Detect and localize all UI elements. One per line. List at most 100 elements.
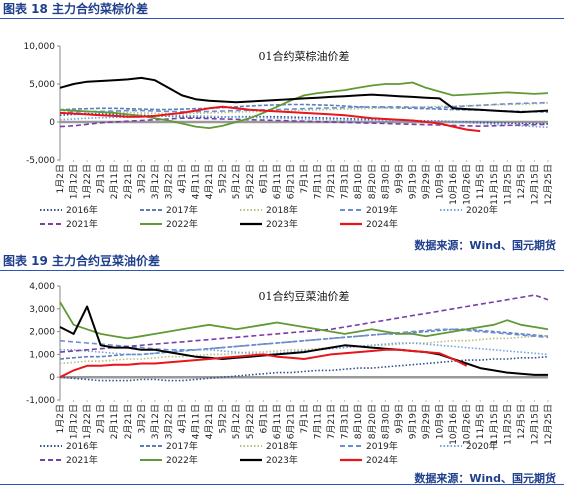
- legend-label-2020: 2020年: [466, 440, 498, 452]
- x-tick-label: 8月20日: [367, 164, 378, 199]
- x-tick-label: 7月31日: [340, 404, 351, 439]
- y-tick-label: 0: [49, 118, 55, 128]
- x-tick-label: 7月11日: [313, 164, 324, 199]
- x-tick-label: 2月1日: [96, 164, 107, 193]
- series-line-2019: [59, 328, 549, 351]
- x-tick-label: 11月5日: [475, 404, 486, 439]
- figure-18-source: 数据来源：Wind、国元期货: [414, 239, 556, 252]
- x-tick-label: 8月20日: [367, 404, 378, 439]
- x-tick-label: 2月1日: [96, 404, 107, 433]
- y-tick-label: 2,000: [29, 328, 55, 338]
- x-tick-label: 2月21日: [123, 164, 134, 199]
- x-tick-label: 12月5日: [516, 404, 527, 439]
- x-tick-label: 11月15日: [489, 404, 500, 445]
- x-tick-label: 11月25日: [502, 164, 513, 205]
- y-tick-label: 10,000: [24, 42, 56, 52]
- x-tick-label: 7月1日: [299, 404, 310, 433]
- x-tick-label: 2月11日: [109, 404, 120, 439]
- x-tick-label: 9月9日: [394, 404, 405, 433]
- y-tick-label: 1,000: [29, 350, 55, 360]
- legend-label-2019: 2019年: [366, 440, 398, 452]
- legend-label-2017: 2017年: [166, 204, 198, 216]
- x-tick-label: 12月25日: [543, 404, 554, 445]
- x-tick-label: 9月29日: [421, 164, 432, 199]
- x-tick-label: 3月22日: [163, 164, 174, 199]
- bottom-rule: [0, 484, 564, 485]
- x-tick-label: 3月22日: [163, 404, 174, 439]
- x-tick-label: 10月26日: [462, 164, 473, 205]
- x-tick-label: 4月1日: [177, 164, 188, 193]
- legend-label-2024: 2024年: [366, 454, 398, 466]
- x-tick-label: 4月21日: [204, 164, 215, 199]
- series-line-2023: [59, 305, 548, 376]
- x-tick-label: 5月12日: [231, 164, 242, 199]
- figure-19-title: 图表 19 主力合约豆菜油价差: [0, 252, 564, 271]
- legend-label-2023: 2023年: [266, 218, 298, 230]
- x-tick-label: 6月21日: [285, 164, 296, 199]
- x-tick-label: 5月22日: [245, 164, 256, 199]
- y-tick-label: -5,000: [26, 156, 55, 166]
- x-tick-label: 7月11日: [313, 404, 324, 439]
- x-tick-label: 1月22日: [82, 164, 93, 199]
- x-tick-label: 12月15日: [529, 164, 540, 205]
- x-tick-label: 6月1日: [258, 404, 269, 433]
- x-tick-label: 3月12日: [150, 404, 161, 439]
- figure-19-source: 数据来源：Wind、国元期货: [414, 472, 556, 485]
- x-tick-label: 4月1日: [177, 404, 188, 433]
- x-tick-label: 1月2日: [55, 404, 66, 433]
- x-tick-label: 10月9日: [435, 164, 446, 199]
- rapeseed-palm-spread-chart: -5,000 0 5,000 10,000 01合约菜棕油价差 1月2日 1月12日 1月22…: [24, 42, 555, 230]
- x-tick-label: 4月21日: [204, 404, 215, 439]
- y-tick-label: 0: [49, 373, 55, 383]
- series-line-2017: [59, 328, 549, 360]
- x-tick-label: 3月2日: [136, 164, 147, 193]
- series-line-2019: [59, 101, 549, 114]
- x-tick-label: 7月31日: [340, 164, 351, 199]
- x-tick-label: 1月22日: [82, 404, 93, 439]
- legend-label-2020: 2020年: [466, 204, 498, 216]
- chart-title: 01合约豆菜油价差: [259, 289, 350, 303]
- x-tick-label: 6月21日: [285, 404, 296, 439]
- legend-label-2017: 2017年: [166, 440, 198, 452]
- x-tick-label: 8月10日: [353, 164, 364, 199]
- legend-label-2018: 2018年: [266, 204, 298, 216]
- x-tick-label: 3月12日: [150, 164, 161, 199]
- legend-label-2021: 2021年: [66, 218, 98, 230]
- x-tick-label: 6月11日: [272, 164, 283, 199]
- series-line-2020: [60, 342, 549, 356]
- series-line-2016: [59, 355, 549, 382]
- series-line-2023: [59, 76, 549, 114]
- y-tick-label: 5,000: [29, 80, 55, 90]
- x-tick-label: 4月11日: [191, 164, 202, 199]
- chart-title: 01合约菜棕油价差: [259, 49, 350, 63]
- legend-label-2022: 2022年: [166, 218, 198, 230]
- x-tick-label: 1月2日: [55, 164, 66, 193]
- legend-label-2016: 2016年: [66, 204, 98, 216]
- y-tick-label: 4,000: [29, 282, 55, 292]
- legend-label-2022: 2022年: [166, 454, 198, 466]
- x-tick-label: 8月30日: [380, 164, 391, 199]
- x-tick-label: 11月5日: [475, 164, 486, 199]
- x-tick-label: 9月9日: [394, 164, 405, 193]
- legend-label-2019: 2019年: [366, 204, 398, 216]
- x-tick-label: 9月19日: [407, 404, 418, 439]
- x-tick-label: 10月26日: [462, 404, 473, 445]
- x-tick-label: 7月1日: [299, 164, 310, 193]
- series-line-2018: [59, 335, 548, 365]
- x-tick-label: 5月2日: [218, 164, 229, 193]
- x-tick-label: 8月30日: [380, 404, 391, 439]
- x-tick-label: 7月21日: [326, 164, 337, 199]
- series-line-2024: [59, 105, 481, 133]
- x-tick-label: 7月21日: [326, 404, 337, 439]
- x-tick-label: 11月15日: [489, 164, 500, 205]
- x-tick-label: 9月19日: [407, 164, 418, 199]
- x-tick-label: 2月21日: [123, 404, 134, 439]
- x-tick-label: 6月11日: [272, 404, 283, 439]
- x-tick-label: 8月10日: [353, 404, 364, 439]
- x-tick-label: 1月12日: [69, 164, 80, 199]
- x-tick-label: 12月25日: [543, 164, 554, 205]
- series-line-2022: [59, 301, 549, 340]
- series-line-2021: [59, 294, 549, 353]
- x-tick-label: 12月15日: [529, 404, 540, 445]
- figure-18-title: 图表 18 主力合约菜棕价差: [0, 0, 564, 19]
